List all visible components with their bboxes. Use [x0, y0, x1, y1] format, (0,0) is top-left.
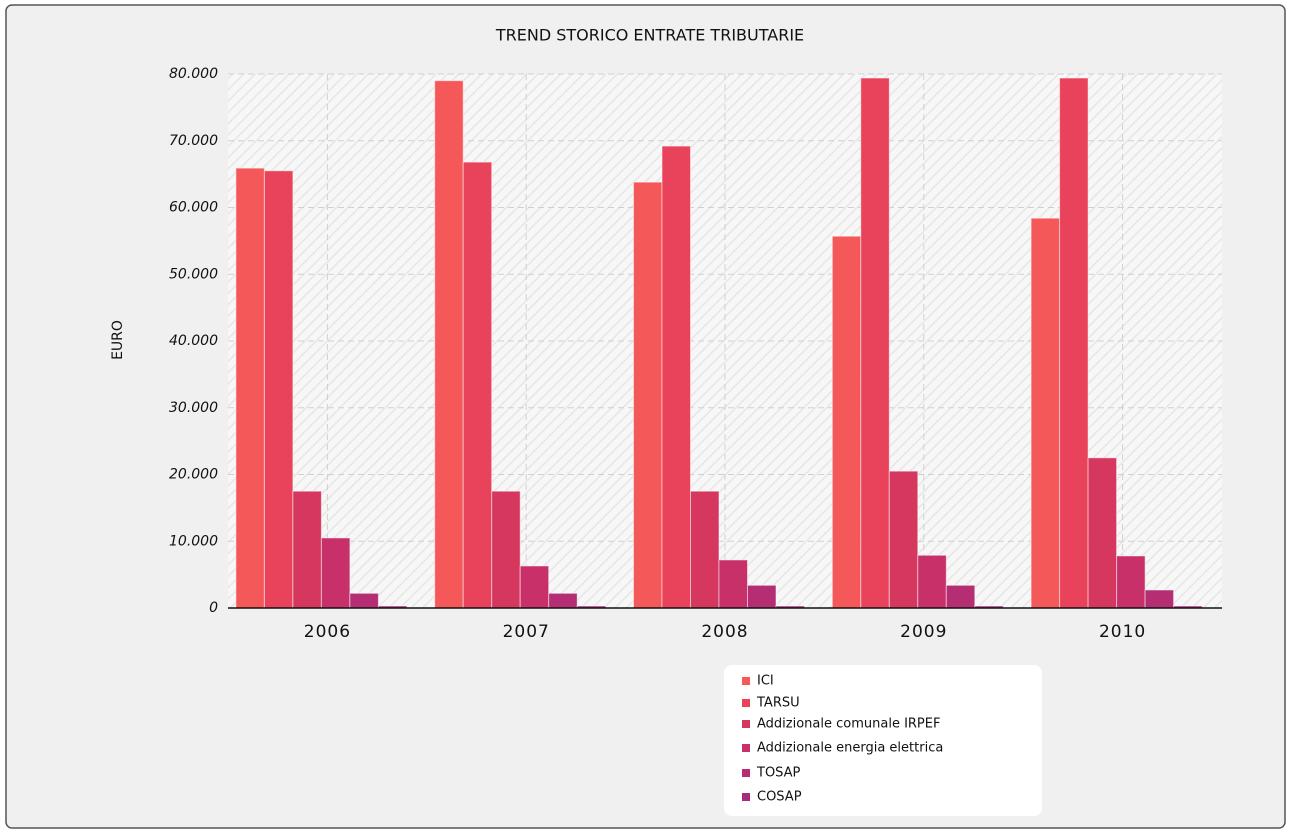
y-tick-label: 0 — [209, 600, 218, 616]
bar — [747, 584, 777, 609]
legend-swatch — [742, 720, 750, 728]
bar — [462, 161, 493, 609]
bar — [633, 181, 663, 609]
x-tick-label: 2010 — [1099, 622, 1146, 642]
legend-swatch — [742, 699, 750, 707]
x-tick-label: 2007 — [503, 622, 550, 642]
x-tick-label: 2008 — [701, 622, 748, 642]
legend-label: Addizionale comunale IRPEF — [757, 717, 940, 732]
bar — [860, 77, 890, 609]
bar — [661, 145, 691, 609]
bar — [1087, 457, 1118, 609]
y-tick-label: 60.000 — [169, 200, 218, 216]
bar — [434, 80, 464, 609]
bar — [690, 490, 720, 609]
legend-label: TOSAP — [756, 766, 801, 781]
bar — [718, 559, 748, 609]
y-tick-label: 30.000 — [169, 400, 218, 416]
bar — [1144, 589, 1175, 609]
bar — [548, 592, 578, 609]
x-tick-label: 2006 — [304, 622, 351, 642]
legend-swatch — [742, 744, 750, 752]
legend-label: TARSU — [756, 696, 800, 711]
legend-swatch — [742, 769, 750, 777]
legend-label: COSAP — [757, 790, 802, 805]
y-tick-label: 80.000 — [169, 66, 218, 82]
bar — [945, 584, 976, 609]
y-tick-label: 10.000 — [169, 533, 218, 549]
legend-label: Addizionale energia elettrica — [757, 741, 943, 756]
bar — [831, 235, 862, 609]
bar — [519, 565, 550, 609]
bar — [491, 490, 521, 609]
bar — [917, 554, 947, 609]
bar — [888, 470, 919, 609]
legend — [724, 665, 1042, 816]
x-tick-label: 2009 — [900, 622, 947, 642]
bar — [263, 170, 294, 609]
bar — [1116, 555, 1146, 609]
bar — [349, 592, 379, 609]
y-tick-label: 40.000 — [169, 333, 218, 349]
y-tick-label: 70.000 — [169, 133, 218, 149]
y-tick-label: 20.000 — [169, 467, 218, 483]
y-tick-label: 50.000 — [169, 266, 218, 282]
y-axis-label: EURO — [110, 320, 126, 360]
legend-swatch — [742, 677, 750, 685]
legend-swatch — [742, 793, 750, 801]
bar — [1030, 217, 1061, 609]
legend-label: ICI — [757, 674, 774, 689]
bar — [235, 167, 265, 609]
bar — [1059, 77, 1089, 609]
bar — [292, 490, 322, 609]
bar — [320, 537, 351, 609]
chart-title: TREND STORICO ENTRATE TRIBUTARIE — [495, 26, 804, 45]
